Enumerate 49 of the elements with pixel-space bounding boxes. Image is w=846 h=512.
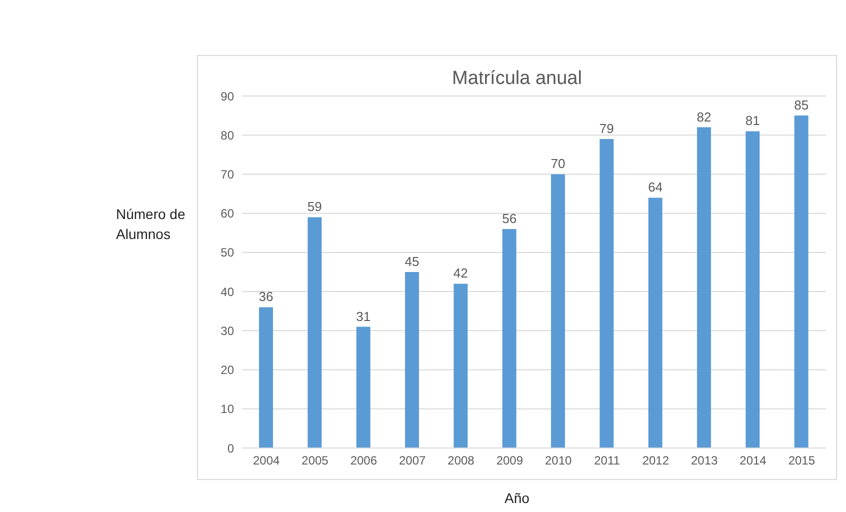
bar [600,139,614,448]
bar [405,272,419,448]
data-label: 42 [453,266,468,281]
y-tick-label: 30 [220,324,234,338]
x-tick-label: 2013 [690,454,718,468]
data-label: 82 [696,109,712,124]
data-label: 64 [648,180,663,195]
chart-title: Matrícula anual [451,68,583,90]
bar [794,116,808,448]
y-tick-label: 0 [227,441,234,456]
x-tick-label: 2015 [788,454,816,468]
x-tick-label: 2007 [398,454,426,468]
data-label: 45 [404,254,420,269]
y-tick-label: 10 [220,402,234,416]
x-tick-label: 2014 [740,454,767,468]
x-tick-label: 2004 [252,454,280,468]
data-label: 79 [599,121,614,136]
x-axis-title: Año [504,490,530,506]
bar [259,307,273,448]
x-tick-label: 2011 [594,454,620,468]
y-tick-label: 70 [220,167,234,182]
bar [308,217,322,448]
x-tick-label: 2012 [642,454,670,468]
data-label: 31 [356,308,371,324]
data-label: 81 [745,113,760,128]
x-tick-label: 2009 [496,454,524,468]
y-tick-label: 50 [220,246,234,260]
bar [551,174,565,448]
x-tick-label: 2008 [448,454,475,468]
y-tick-label: 80 [220,128,234,142]
y-tick-label: 90 [220,89,234,104]
data-label: 59 [307,199,322,214]
data-label: 36 [258,289,274,304]
bar [502,228,516,448]
x-tick-label: 2006 [350,454,378,468]
data-label: 56 [502,210,517,226]
bar [648,198,662,448]
bar [356,326,370,448]
bar [697,127,711,448]
y-tick-label: 60 [220,206,234,221]
data-label: 85 [794,98,809,113]
bar [746,131,760,448]
x-tick-label: 2005 [302,454,329,468]
bar [454,284,468,448]
data-label: 70 [550,156,566,172]
y-tick-label: 40 [220,284,234,299]
x-tick-label: 2010 [544,454,572,468]
y-tick-label: 20 [220,363,234,378]
y-axis-title: Número de Alumnos [116,205,186,244]
